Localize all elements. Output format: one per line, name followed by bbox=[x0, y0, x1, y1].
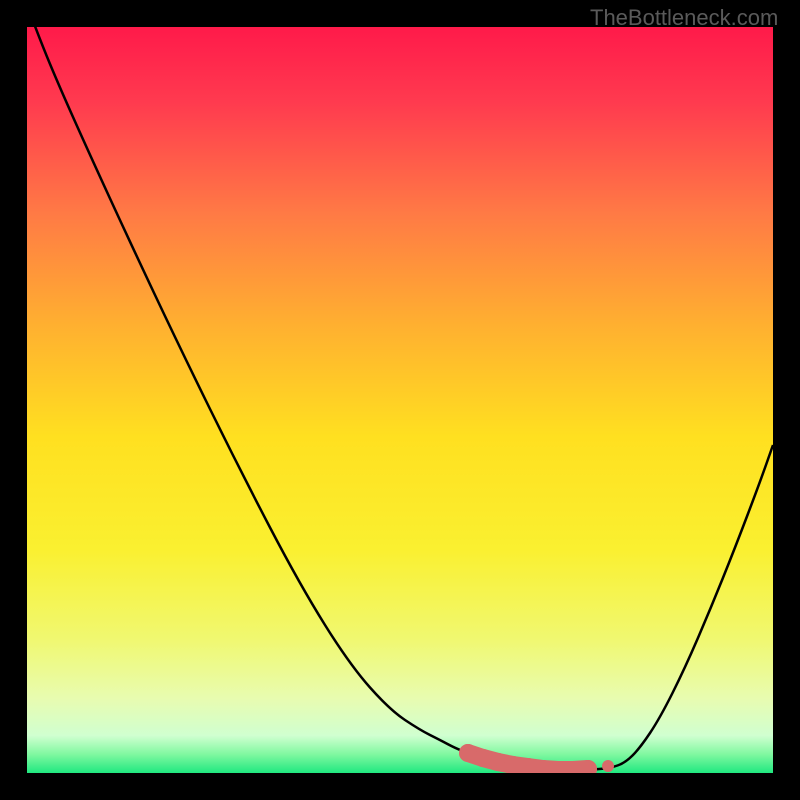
watermark-text: TheBottleneck.com bbox=[590, 5, 778, 31]
marker-end-point bbox=[602, 760, 614, 772]
bottleneck-curve bbox=[27, 27, 773, 770]
marker-connector bbox=[573, 769, 588, 770]
curve-overlay bbox=[27, 27, 773, 773]
plot-area bbox=[27, 27, 773, 773]
